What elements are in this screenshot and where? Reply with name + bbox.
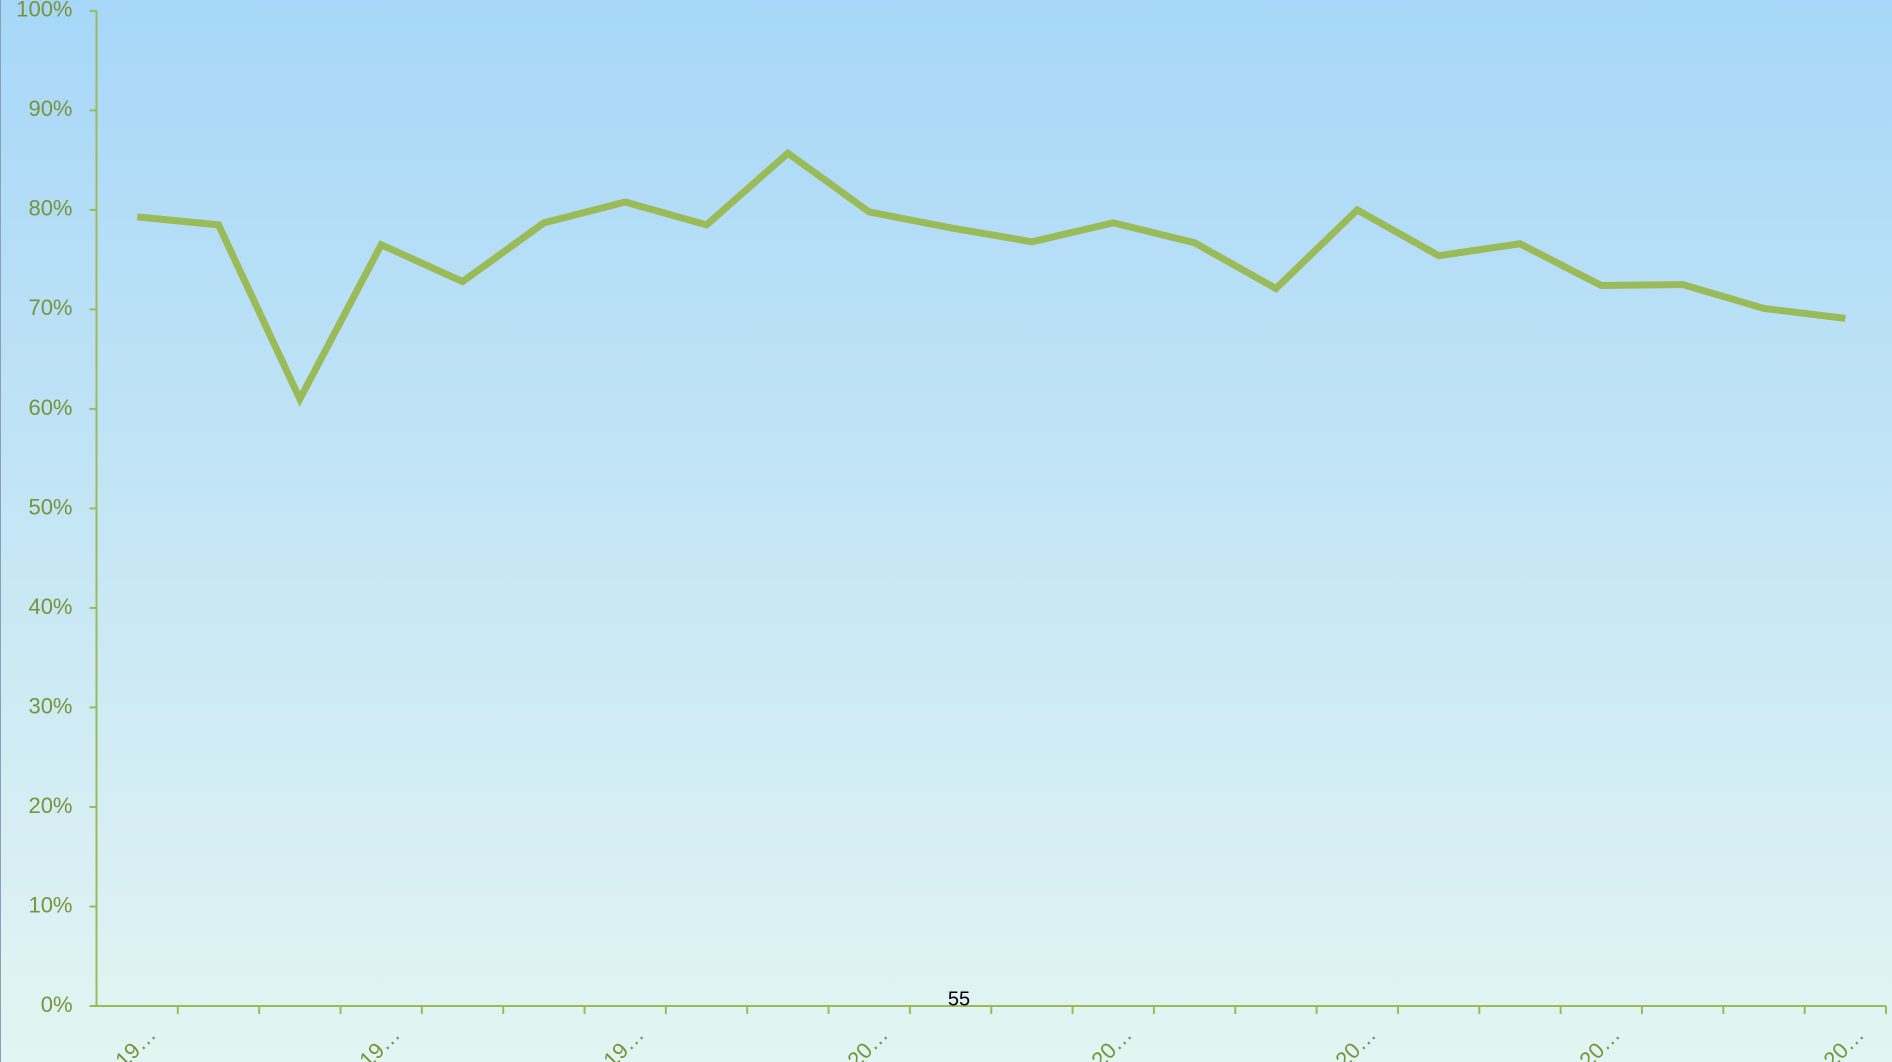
y-tick-label: 70% <box>28 295 72 320</box>
y-tick-label: 60% <box>28 395 72 420</box>
annotation: 55 <box>948 988 970 1010</box>
data-line <box>136 148 1846 407</box>
y-tick-label: 100% <box>16 0 72 22</box>
y-tick-label: 0% <box>41 992 73 1017</box>
y-tick-label: 10% <box>28 892 72 917</box>
y-tick-label: 80% <box>28 196 72 221</box>
y-tick-label: 50% <box>28 494 72 519</box>
y-tick-label: 90% <box>28 96 72 121</box>
y-tick-label: 20% <box>28 793 72 818</box>
y-tick-label: 30% <box>28 693 72 718</box>
y-tick-label: 40% <box>28 594 72 619</box>
